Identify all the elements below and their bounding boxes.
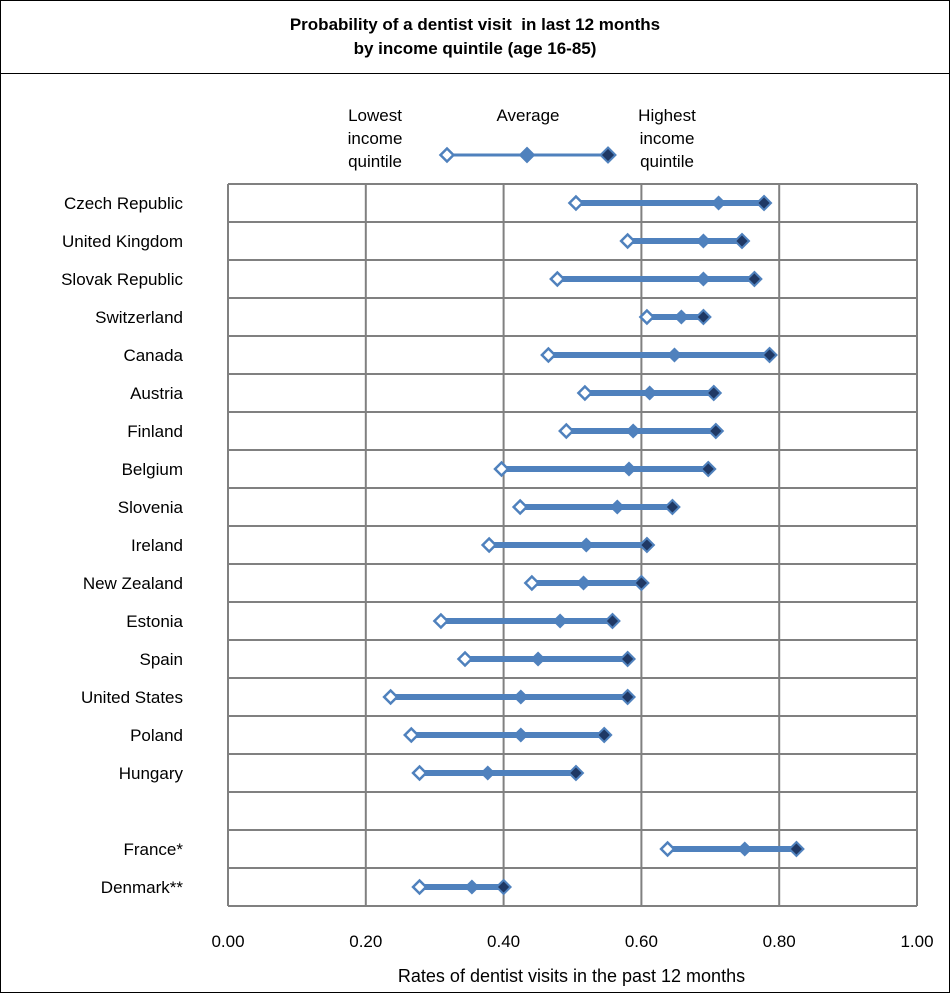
legend-label-highest: quintile xyxy=(640,152,694,171)
category-label: United Kingdom xyxy=(62,232,183,251)
average-marker xyxy=(625,423,641,439)
category-label: France* xyxy=(123,840,183,859)
category-label: Belgium xyxy=(122,460,183,479)
lowest-quintile-marker xyxy=(523,574,541,592)
highest-quintile-marker xyxy=(761,346,778,364)
average-marker xyxy=(513,689,529,705)
category-label: Slovak Republic xyxy=(61,270,183,289)
category-label: Czech Republic xyxy=(64,194,184,213)
category-label: New Zealand xyxy=(83,574,183,593)
lowest-quintile-marker xyxy=(480,536,498,554)
average-marker xyxy=(695,271,711,287)
lowest-quintile-marker xyxy=(511,498,529,516)
average-marker xyxy=(711,195,727,211)
average-marker xyxy=(575,575,592,591)
lowest-quintile-marker xyxy=(659,840,676,858)
chart-title-box: Probability of a dentist visit in last 1… xyxy=(0,0,950,74)
category-label: Slovenia xyxy=(118,498,184,517)
category-label: Estonia xyxy=(126,612,183,631)
lowest-quintile-marker xyxy=(403,726,420,744)
average-marker xyxy=(530,651,546,667)
legend-lowest-marker xyxy=(438,146,456,164)
legend-average-marker xyxy=(518,146,536,164)
average-marker xyxy=(552,613,568,629)
average-marker xyxy=(642,385,658,401)
category-label: Spain xyxy=(140,650,183,669)
category-label: Denmark** xyxy=(101,878,184,897)
highest-quintile-marker xyxy=(694,308,712,326)
legend-label-lowest: Lowest xyxy=(348,106,402,125)
category-label: Finland xyxy=(127,422,183,441)
x-axis-title: Rates of dentist visits in the past 12 m… xyxy=(398,966,745,986)
highest-quintile-marker xyxy=(567,764,585,782)
category-label: Hungary xyxy=(119,764,184,783)
average-marker xyxy=(737,841,753,857)
lowest-quintile-marker xyxy=(549,270,566,288)
highest-quintile-marker xyxy=(619,650,637,668)
x-tick-label: 0.40 xyxy=(487,932,520,951)
highest-quintile-marker xyxy=(632,574,650,592)
chart-title: Probability of a dentist visit in last 1… xyxy=(289,15,661,34)
average-marker xyxy=(666,347,683,363)
lowest-quintile-marker xyxy=(456,650,474,668)
average-marker xyxy=(621,461,637,477)
category-label: Poland xyxy=(130,726,183,745)
legend-label-lowest: income xyxy=(348,129,403,148)
category-label: Switzerland xyxy=(95,308,183,327)
highest-quintile-marker xyxy=(755,194,773,212)
average-marker xyxy=(578,537,594,553)
lowest-quintile-marker xyxy=(540,346,557,364)
chart-subtitle: by income quintile (age 16-85) xyxy=(353,39,597,58)
lowest-quintile-marker xyxy=(638,308,656,326)
lowest-quintile-marker xyxy=(493,460,510,478)
x-tick-label: 0.20 xyxy=(349,932,382,951)
x-tick-label: 0.00 xyxy=(211,932,244,951)
legend-label-lowest: quintile xyxy=(348,152,402,171)
lowest-quintile-marker xyxy=(567,194,585,212)
category-label: Austria xyxy=(130,384,183,403)
category-label: Ireland xyxy=(131,536,183,555)
lowest-quintile-marker xyxy=(576,384,594,402)
highest-quintile-marker xyxy=(699,460,717,478)
highest-quintile-marker xyxy=(788,840,805,858)
lowest-quintile-marker xyxy=(558,422,575,440)
lowest-quintile-marker xyxy=(619,232,636,250)
lowest-quintile-marker xyxy=(411,764,428,782)
category-label: United States xyxy=(81,688,183,707)
average-marker xyxy=(464,879,480,895)
x-tick-label: 0.80 xyxy=(763,932,796,951)
x-tick-label: 1.00 xyxy=(900,932,933,951)
legend-label-highest: income xyxy=(640,129,695,148)
lowest-quintile-marker xyxy=(382,688,399,706)
highest-quintile-marker xyxy=(745,270,763,288)
lowest-quintile-marker xyxy=(411,878,428,896)
average-marker xyxy=(673,309,689,325)
highest-quintile-marker xyxy=(595,726,613,744)
highest-quintile-marker xyxy=(707,422,725,440)
x-tick-label: 0.60 xyxy=(625,932,658,951)
average-marker xyxy=(609,499,625,515)
highest-quintile-marker xyxy=(638,536,656,554)
highest-quintile-marker xyxy=(663,498,681,516)
lowest-quintile-marker xyxy=(432,612,450,630)
category-label: Canada xyxy=(123,346,183,365)
highest-quintile-marker xyxy=(733,232,751,250)
highest-quintile-marker xyxy=(604,612,621,630)
legend-highest-marker xyxy=(599,146,617,164)
average-marker xyxy=(695,233,711,249)
highest-quintile-marker xyxy=(705,384,723,402)
average-marker xyxy=(513,727,529,743)
highest-quintile-marker xyxy=(619,688,637,706)
average-marker xyxy=(480,765,496,781)
highest-quintile-marker xyxy=(495,878,513,896)
legend-label-highest: Highest xyxy=(638,106,696,125)
legend-label-average: Average xyxy=(496,106,559,125)
